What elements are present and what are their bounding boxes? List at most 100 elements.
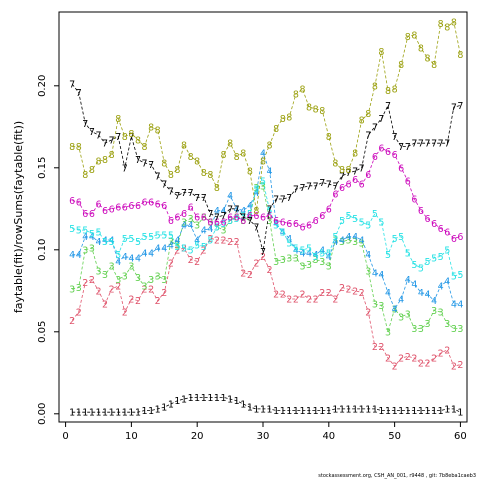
data-point: 1 [372, 404, 378, 415]
data-point: 8 [346, 165, 352, 176]
data-point: 3 [122, 272, 128, 283]
data-point: 2 [69, 316, 75, 327]
data-point: 3 [280, 255, 286, 266]
data-point: 6 [240, 216, 246, 227]
data-point: 6 [69, 196, 75, 207]
series-line [72, 147, 461, 239]
data-point: 3 [378, 301, 384, 312]
data-point: 5 [76, 226, 82, 237]
data-point: 4 [457, 299, 463, 310]
x-tick-label: 30 [257, 431, 270, 442]
data-point: 6 [76, 198, 82, 209]
data-point: 2 [431, 354, 437, 365]
data-point: 8 [280, 114, 286, 125]
data-point: 7 [69, 80, 75, 91]
data-point: 5 [431, 254, 437, 265]
data-point: 6 [234, 213, 240, 224]
data-point: 6 [128, 201, 134, 212]
data-point: 2 [359, 288, 365, 299]
data-point: 3 [424, 319, 430, 330]
data-point: 4 [69, 250, 75, 261]
data-point: 7 [392, 132, 398, 143]
data-point: 2 [286, 295, 292, 306]
data-point: 1 [280, 406, 286, 417]
data-point: 1 [444, 404, 450, 415]
data-point: 8 [95, 157, 101, 168]
data-point: 7 [280, 194, 286, 205]
data-point: 4 [359, 235, 365, 246]
data-point: 2 [135, 296, 141, 307]
data-point: 5 [201, 242, 207, 253]
data-point: 2 [411, 354, 417, 365]
data-point: 8 [286, 112, 292, 123]
data-point: 7 [352, 167, 358, 178]
data-point: 1 [247, 403, 253, 414]
data-point: 8 [89, 165, 95, 176]
data-point: 2 [253, 258, 259, 269]
data-point: 6 [161, 201, 167, 212]
data-point: 4 [352, 232, 358, 243]
data-point: 1 [174, 396, 180, 407]
data-point: 8 [451, 17, 457, 28]
data-point: 1 [365, 404, 371, 415]
data-point: 5 [109, 237, 115, 248]
data-point: 2 [76, 308, 82, 319]
data-point: 4 [161, 244, 167, 255]
data-point: 8 [306, 103, 312, 114]
data-point: 2 [247, 270, 253, 281]
data-point: 8 [148, 122, 154, 133]
data-point: 4 [194, 235, 200, 246]
data-point: 3 [174, 240, 180, 251]
data-point: 3 [135, 273, 141, 284]
data-point: 8 [293, 90, 299, 101]
data-point: 4 [214, 206, 220, 217]
data-point: 7 [293, 185, 299, 196]
data-point: 2 [115, 281, 121, 292]
data-point: 2 [227, 237, 233, 248]
data-point: 3 [267, 216, 273, 227]
data-point: 5 [405, 249, 411, 260]
data-point: 1 [234, 396, 240, 407]
data-point: 7 [109, 135, 115, 146]
data-point: 1 [273, 406, 279, 417]
data-point: 3 [457, 324, 463, 335]
data-point: 8 [411, 30, 417, 41]
data-point: 8 [234, 152, 240, 163]
data-point: 1 [128, 408, 134, 419]
data-point: 6 [181, 209, 187, 220]
data-point: 3 [142, 281, 148, 292]
data-point: 6 [142, 198, 148, 209]
data-point: 6 [457, 232, 463, 243]
data-point: 7 [135, 155, 141, 166]
data-point: 3 [155, 272, 161, 283]
data-point: 2 [326, 288, 332, 299]
data-point: 3 [418, 324, 424, 335]
data-point: 2 [346, 285, 352, 296]
data-point: 1 [398, 406, 404, 417]
data-point: 5 [181, 244, 187, 255]
series-6: 6 66 666 6 6 6 6 6 6 6 6 66 6 666 6 6 6 6 6 6 6 6 6 6 6 6 6 6 6 6 6 6 66… [69, 144, 463, 245]
data-point: 4 [247, 201, 253, 212]
data-point: 2 [168, 258, 174, 269]
data-point: 4 [286, 234, 292, 245]
data-point: 3 [207, 217, 213, 228]
data-point: 6 [280, 217, 286, 228]
data-point: 1 [155, 404, 161, 415]
data-point: 4 [188, 221, 194, 232]
data-point: 3 [293, 254, 299, 265]
data-point: 3 [214, 222, 220, 233]
data-point: 4 [313, 250, 319, 261]
data-point: 5 [392, 234, 398, 245]
data-point: 2 [339, 283, 345, 294]
data-point: 7 [82, 119, 88, 130]
data-point: 1 [319, 406, 325, 417]
data-point: 8 [457, 50, 463, 61]
data-point: 7 [247, 216, 253, 227]
data-point: 7 [319, 178, 325, 189]
data-point: 7 [161, 180, 167, 191]
data-point: 2 [267, 265, 273, 276]
data-point: 1 [168, 399, 174, 410]
